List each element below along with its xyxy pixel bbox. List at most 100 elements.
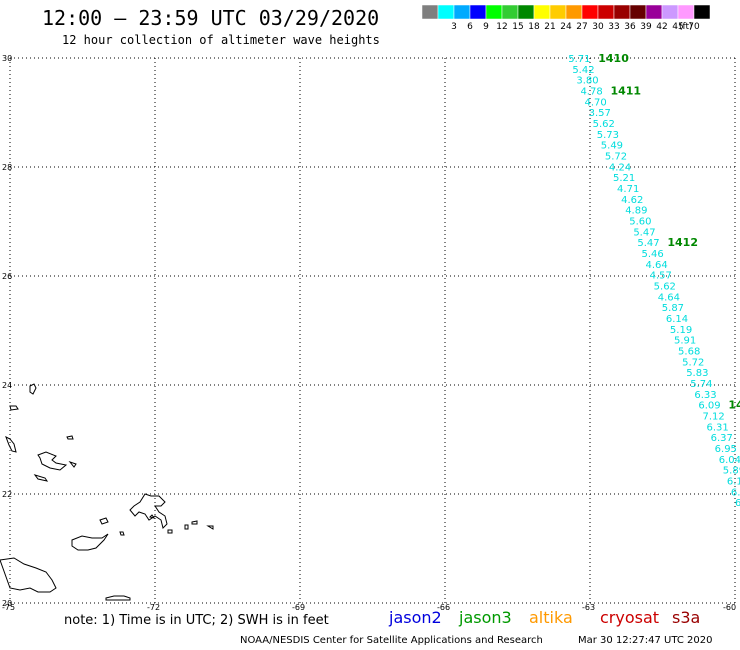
wave-height-label: 6.95 (715, 444, 737, 455)
lon-tick-label: -63 (582, 603, 595, 612)
lat-tick-label: 30 (2, 54, 12, 63)
legend-label: 33 (608, 22, 619, 32)
color-legend: 3 6 9 12 15 18 21 24 27 30 33 36 39 42 45 70(ft) (421, 4, 711, 32)
legend-swatch (501, 4, 519, 20)
wave-height-label: 5.21 (613, 173, 635, 184)
wave-height-label: 4.89 (625, 206, 647, 217)
island-outline (119, 531, 125, 536)
legend-swatch (613, 4, 631, 20)
wave-height-label: 6.5 (731, 487, 740, 498)
legend-swatch (629, 4, 647, 20)
legend-swatch (693, 4, 711, 20)
lat-tick-label: 22 (2, 490, 12, 499)
wave-height-label: 6.37 (711, 433, 733, 444)
wave-height-label: 5.42 (572, 65, 594, 76)
wave-height-label: 4.24 (609, 162, 631, 173)
lon-tick-label: -69 (292, 603, 305, 612)
legend-swatch (517, 4, 535, 20)
wave-height-label: 3.80 (576, 76, 598, 87)
page-subtitle: 12 hour collection of altimeter wave hei… (62, 33, 380, 47)
time-label: 1412 (667, 236, 698, 249)
island-outline (206, 525, 214, 530)
wave-height-label: 5.87 (662, 303, 684, 314)
time-label: 1411 (610, 85, 641, 98)
legend-swatch (677, 4, 695, 20)
mission-altika: altika (529, 608, 573, 627)
wave-height-label: 6.1 (727, 477, 740, 488)
wave-height-label: 6.31 (707, 422, 729, 433)
wave-height-label: 6.33 (694, 390, 716, 401)
legend-label: 70 (688, 22, 700, 32)
lon-tick-label: -60 (723, 603, 736, 612)
lon-tick-label: -72 (147, 603, 160, 612)
wave-height-label: 4.64 (658, 292, 680, 303)
lat-tick-label: 26 (2, 272, 12, 281)
legend-label: 42 (656, 22, 667, 32)
wave-height-label: 4.78 (580, 87, 602, 98)
wave-height-label: 4.57 (650, 271, 672, 282)
wave-height-label: 5.72 (682, 357, 704, 368)
time-label: 14 (728, 399, 740, 412)
generated-timestamp: Mar 30 12:27:47 UTC 2020 (578, 635, 713, 646)
legend-label: 36 (624, 22, 636, 32)
wave-height-label: 5.60 (629, 217, 651, 228)
legend-swatch (485, 4, 503, 20)
legend-label: 15 (512, 22, 523, 32)
legend-swatch (565, 4, 583, 20)
mission-cryosat: cryosat (600, 608, 660, 627)
island-outline (33, 474, 49, 482)
wave-height-label: 4.64 (646, 260, 668, 271)
wave-height-label: 4.62 (621, 195, 643, 206)
credit-line: NOAA/NESDIS Center for Satellite Applica… (240, 635, 543, 646)
legend-unit-label: (ft) (679, 22, 693, 32)
lon-tick-label: -75 (2, 603, 15, 612)
lat-lon-grid (9, 57, 736, 604)
legend-label: 27 (576, 22, 587, 32)
wave-height-label: 5.71 (568, 54, 590, 65)
lon-tick-label: -66 (437, 603, 450, 612)
wave-height-label: 7.12 (702, 412, 724, 423)
wave-height-label: 5.89 (723, 466, 740, 477)
island-outline (37, 451, 68, 471)
legend-label: 24 (560, 22, 572, 32)
wave-height-label: 6 (735, 498, 740, 509)
wave-height-label: 6.04 (719, 455, 740, 466)
wave-height-label: 5.62 (593, 119, 615, 130)
island-outline (68, 460, 77, 468)
island-outline (5, 435, 17, 453)
legend-label: 6 (467, 22, 473, 32)
lat-tick-label: 24 (2, 381, 12, 390)
mission-jason2: jason2 (389, 608, 442, 627)
wave-height-label: 5.83 (686, 368, 708, 379)
wave-height-label: 5.62 (654, 282, 676, 293)
legend-swatch (453, 4, 471, 20)
wave-height-label: 4.70 (585, 97, 607, 108)
island-outline (99, 517, 109, 525)
island-outline (29, 383, 37, 395)
legend-label: 18 (528, 22, 540, 32)
wave-height-label: 5.47 (633, 227, 655, 238)
island-outline (191, 520, 198, 525)
lat-tick-label: 20 (2, 599, 12, 608)
island-outline (105, 595, 131, 601)
legend-swatch (437, 4, 455, 20)
wave-height-label: 4.71 (617, 184, 639, 195)
wave-height-label: 5.73 (597, 130, 619, 141)
legend-swatch (421, 4, 439, 20)
island-outline (167, 529, 173, 534)
legend-swatch (597, 4, 615, 20)
wave-height-label: 5.72 (605, 152, 627, 163)
wave-height-label: 6.09 (698, 401, 720, 412)
wave-height-label: 3.57 (589, 108, 611, 119)
island-outline (149, 514, 156, 519)
wave-height-label: 6.14 (666, 314, 688, 325)
island-outline (129, 493, 168, 529)
coastlines (0, 383, 214, 601)
island-outline (9, 405, 19, 411)
legend-swatch (549, 4, 567, 20)
legend-swatch (533, 4, 551, 20)
island-outline (0, 557, 57, 593)
page-title: 12:00 – 23:59 UTC 03/29/2020 (42, 6, 380, 30)
wave-height-label: 5.91 (674, 336, 696, 347)
axis-labels: 30 28 26 24 22 20-75 -72 -69 -66 -63 -60 (2, 54, 736, 612)
